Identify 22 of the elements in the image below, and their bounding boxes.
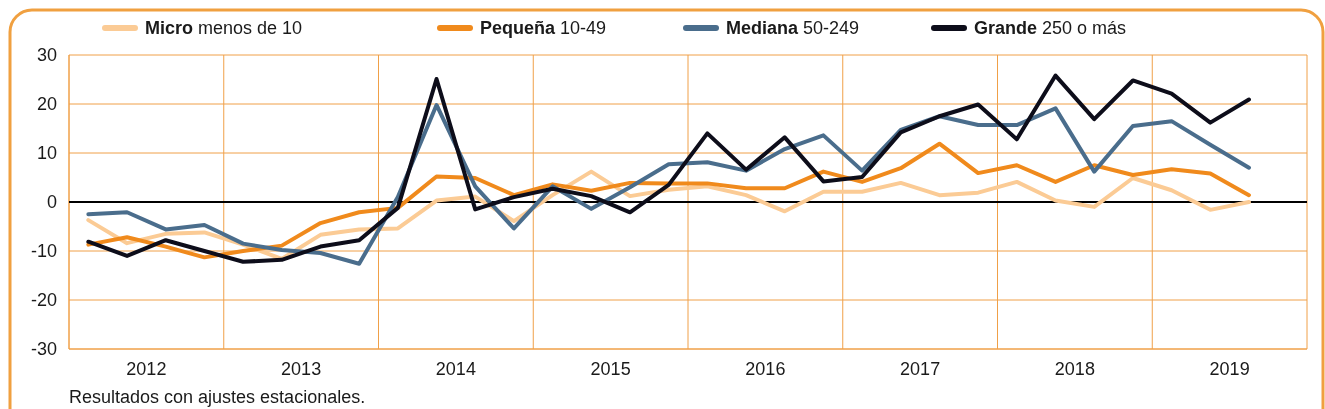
x-tick-label: 2019 [1209, 359, 1250, 379]
x-tick-label: 2017 [900, 359, 941, 379]
y-tick-label: 30 [36, 45, 57, 66]
y-tick-label: -30 [30, 339, 57, 360]
x-tick-label: 2013 [281, 359, 322, 379]
legend-label: Micro menos de 10 [145, 18, 303, 38]
y-tick-label: 10 [36, 143, 57, 164]
line-series [86, 141, 1251, 260]
x-tick-label: 2016 [745, 359, 786, 379]
x-tick-label: 2015 [590, 359, 631, 379]
x-tick-label: 2014 [435, 359, 476, 379]
legend-label: Pequeña 10-49 [480, 18, 607, 38]
x-tick-label: 2012 [126, 359, 167, 379]
text: Resultados con ajustes estacionales. [69, 387, 366, 407]
y-tick-label: 20 [36, 94, 57, 115]
y-tick-label: -20 [30, 290, 57, 311]
line-series [86, 73, 1251, 264]
x-tick-label: 2018 [1054, 359, 1095, 379]
legend-label: Mediana 50-249 [726, 18, 860, 38]
legend-label: Grande 250 o más [974, 18, 1127, 38]
y-tick-label: 0 [46, 192, 57, 213]
y-tick-label: -10 [30, 241, 57, 262]
